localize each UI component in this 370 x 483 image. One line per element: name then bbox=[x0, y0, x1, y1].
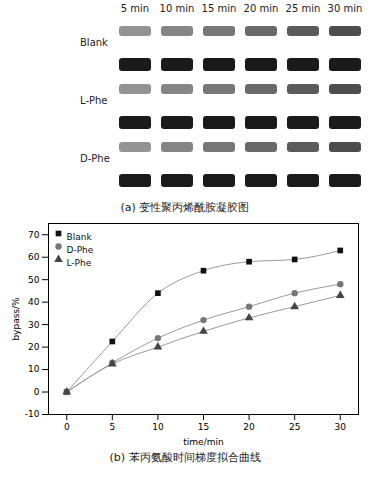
svg-text:30: 30 bbox=[335, 422, 347, 432]
svg-text:D-Phe: D-Phe bbox=[80, 153, 110, 164]
svg-text:L-Phe: L-Phe bbox=[80, 95, 108, 106]
svg-text:0: 0 bbox=[64, 422, 70, 432]
svg-text:15: 15 bbox=[198, 422, 209, 432]
svg-text:25: 25 bbox=[289, 422, 300, 432]
html-text:(b) 苯丙氨酸时间梯度拟合曲线: (b) 苯丙氨酸时间梯度拟合曲线 bbox=[109, 451, 261, 464]
svg-text:Blank: Blank bbox=[80, 37, 108, 48]
svg-text:20: 20 bbox=[243, 422, 255, 432]
svg-text:Blank: Blank bbox=[67, 232, 93, 242]
svg-text:50: 50 bbox=[28, 275, 40, 285]
svg-text:10: 10 bbox=[28, 364, 40, 374]
svg-text:20: 20 bbox=[28, 342, 40, 352]
svg-text:L-Phe: L-Phe bbox=[67, 258, 92, 268]
svg-text:bypass/%: bypass/% bbox=[11, 297, 21, 341]
svg-text:25 min: 25 min bbox=[286, 3, 321, 14]
svg-text:5 min: 5 min bbox=[121, 3, 149, 14]
html-text:(a) 变性聚丙烯酰胺凝胶图: (a) 变性聚丙烯酰胺凝胶图 bbox=[120, 201, 250, 214]
svg-text:-10: -10 bbox=[25, 409, 40, 419]
svg-text:30 min: 30 min bbox=[328, 3, 363, 14]
svg-text:40: 40 bbox=[28, 297, 40, 307]
svg-text:time/min: time/min bbox=[183, 437, 223, 447]
svg-text:15 min: 15 min bbox=[202, 3, 237, 14]
svg-text:10: 10 bbox=[152, 422, 164, 432]
svg-text:60: 60 bbox=[28, 252, 40, 262]
svg-text:70: 70 bbox=[28, 230, 40, 240]
svg-text:5: 5 bbox=[109, 422, 115, 432]
svg-text:D-Phe: D-Phe bbox=[67, 245, 94, 255]
svg-text:0: 0 bbox=[34, 387, 40, 397]
svg-text:20 min: 20 min bbox=[244, 3, 279, 14]
svg-text:10 min: 10 min bbox=[160, 3, 195, 14]
svg-text:30: 30 bbox=[28, 319, 40, 329]
